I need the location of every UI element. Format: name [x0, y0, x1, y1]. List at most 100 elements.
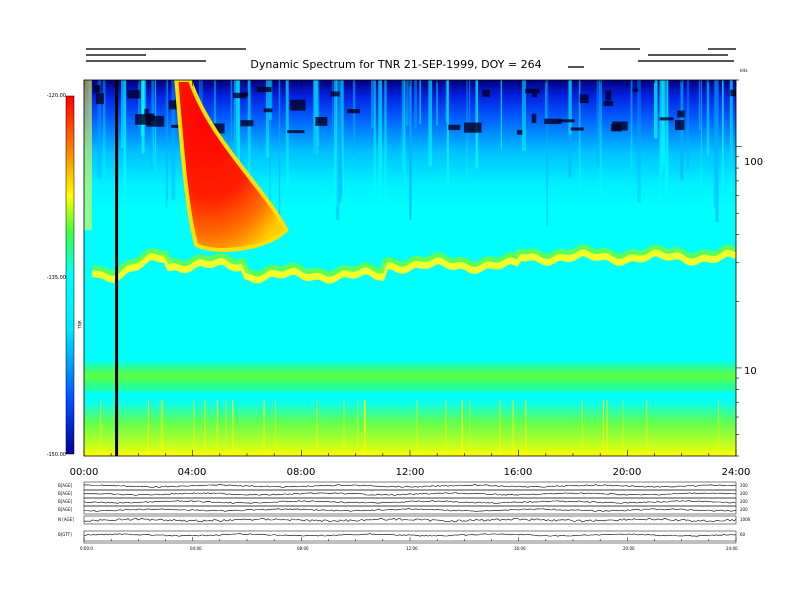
spectral-streak: [269, 80, 271, 206]
low-freq-streak: [147, 400, 149, 456]
low-freq-streak: [462, 400, 464, 456]
dark-patch: [674, 120, 685, 131]
dark-patch: [570, 127, 584, 131]
dark-patch: [233, 92, 247, 99]
panel-trace: [84, 508, 737, 512]
spectral-streak: [102, 80, 106, 175]
dark-patch: [168, 100, 180, 110]
panel-right-4: 200: [740, 507, 748, 512]
panel-label-6: B[GTT]: [58, 532, 72, 537]
x-tick-6: 24:00: [721, 467, 751, 478]
panel-label-1: B[AGE]: [58, 483, 73, 488]
spectral-streak: [596, 80, 600, 168]
low-freq-streak: [646, 400, 648, 456]
spectral-streak: [599, 80, 602, 198]
dark-patch: [610, 124, 622, 132]
panel-right-3: 200: [740, 499, 748, 504]
dark-patch: [287, 130, 305, 134]
panel-label-5: N [AGE]: [58, 517, 74, 522]
spectral-streak: [265, 80, 270, 158]
low-freq-streak: [364, 400, 366, 456]
ancillary-panels: [83, 481, 737, 544]
low-freq-streak: [204, 400, 206, 456]
spectral-streak: [406, 80, 409, 126]
x-tick-1: 04:00: [177, 467, 207, 478]
dark-patch: [240, 120, 254, 127]
dark-patch: [463, 122, 482, 133]
panel-label-3: B[AGE]: [58, 499, 73, 504]
spectral-streak: [637, 80, 641, 203]
spectral-streak: [578, 80, 581, 192]
x-tick-0: 00:00: [69, 467, 99, 478]
spectral-streak: [659, 80, 662, 200]
low-freq-streak: [216, 400, 218, 456]
colorbar-tick-top: -120.00: [46, 93, 66, 99]
spectral-streak: [468, 80, 471, 158]
header-info-left: [86, 48, 256, 64]
low-freq-streak: [263, 400, 265, 456]
y-tick-10: 10: [744, 366, 757, 377]
y-axis-ticks: [736, 79, 742, 457]
low-freq-streak: [602, 400, 604, 456]
low-freq-streak: [469, 400, 471, 456]
panel-trace: [83, 484, 737, 488]
spectral-streak: [166, 80, 169, 201]
spectral-streak: [285, 80, 289, 188]
spectral-streak: [706, 80, 710, 156]
spectral-streak: [233, 80, 238, 190]
spectral-streak: [401, 80, 405, 171]
spectral-streak: [419, 80, 421, 124]
colorbar: [65, 95, 75, 455]
spectral-streak: [285, 80, 289, 147]
panel-x-tick-1: 04:00: [190, 546, 202, 551]
low-freq-streak: [232, 400, 234, 456]
panel-right-1: 200: [740, 483, 748, 488]
dark-patch: [210, 123, 225, 134]
panel-frame: [83, 505, 737, 515]
spectral-streak: [352, 80, 356, 155]
dark-patch: [659, 117, 674, 121]
dark-patch: [256, 86, 272, 93]
spectral-streak: [445, 80, 448, 123]
dark-patch: [603, 101, 614, 107]
dark-patch: [677, 110, 685, 118]
dark-patch: [315, 116, 328, 126]
panel-trace: [83, 500, 737, 504]
dark-patch: [146, 115, 165, 127]
panel-right-5: 1000: [740, 517, 751, 522]
y-units-label: kHz: [740, 68, 748, 73]
panel-right-6: 60: [740, 532, 746, 537]
dark-patch: [93, 85, 101, 93]
spectral-streak: [729, 80, 733, 193]
low-freq-streak: [162, 400, 164, 456]
spectral-streak: [373, 80, 376, 226]
low-freq-streak: [275, 400, 277, 456]
spectral-streak: [686, 80, 690, 170]
spectral-streak: [138, 80, 140, 128]
spectral-streak: [721, 80, 724, 189]
dark-patch: [532, 92, 538, 98]
spectral-streak: [230, 80, 233, 206]
spectral-streak: [546, 80, 549, 226]
x-axis-ticks: [83, 80, 737, 456]
low-freq-streak: [525, 400, 527, 456]
panel-label-2: B[AGE]: [58, 491, 73, 496]
low-freq-streak: [622, 400, 624, 456]
spectral-streak: [446, 80, 449, 183]
dark-patch: [242, 92, 249, 97]
dark-patch: [516, 129, 523, 135]
spectral-streak: [630, 80, 633, 170]
dark-patch: [127, 90, 141, 99]
spectral-streak: [335, 80, 340, 220]
y-tick-100: 100: [744, 157, 764, 168]
panel-x-tick-2: 08:00: [297, 546, 309, 551]
x-tick-5: 20:00: [612, 467, 642, 478]
panel-trace: [83, 517, 737, 523]
low-freq-streak: [512, 400, 514, 456]
dark-patch: [330, 91, 340, 97]
colorbar-tick-mid: -135.00: [46, 275, 66, 281]
panel-frame: [83, 497, 737, 507]
spectral-streak: [278, 80, 281, 225]
panel-x-tick-0: 0:00:0: [80, 546, 93, 551]
dark-patch: [448, 124, 461, 131]
